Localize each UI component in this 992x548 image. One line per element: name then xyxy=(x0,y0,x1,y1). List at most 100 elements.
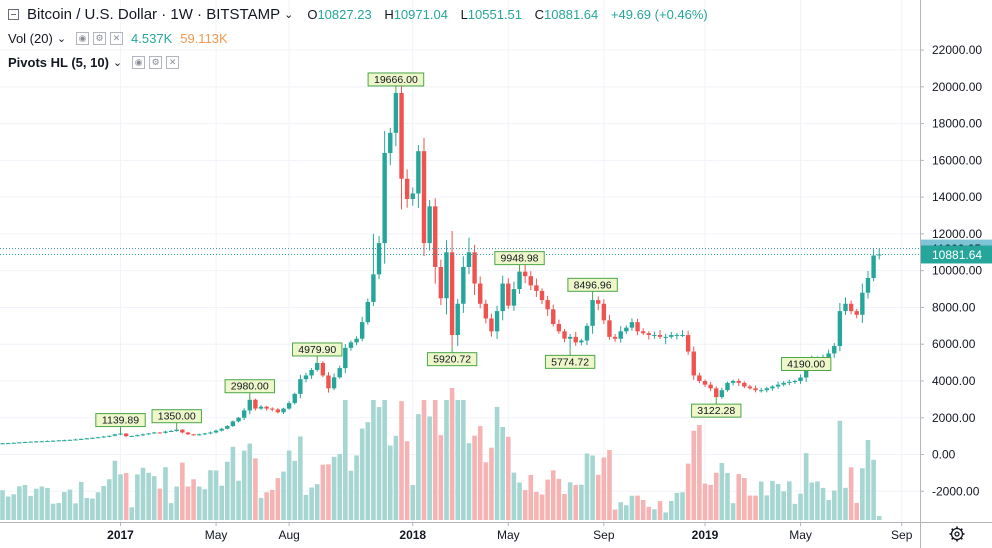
visibility-icon[interactable]: ◉ xyxy=(132,56,146,69)
volume-bar xyxy=(725,473,730,520)
chevron-down-icon[interactable]: ⌄ xyxy=(112,57,123,69)
candle xyxy=(309,368,314,379)
candle xyxy=(382,130,387,264)
volume-bar xyxy=(410,485,416,520)
candle xyxy=(34,441,39,443)
candle xyxy=(208,431,213,435)
volume-bar xyxy=(511,472,517,520)
candle xyxy=(511,281,517,311)
visibility-icon[interactable]: ◉ xyxy=(76,32,90,45)
remove-icon[interactable]: ✕ xyxy=(110,32,124,45)
volume-bar xyxy=(314,484,320,520)
candle xyxy=(865,271,871,299)
pivot-label: 5774.72 xyxy=(544,348,596,369)
volume-bar xyxy=(45,488,50,520)
volume-bar xyxy=(56,503,61,520)
volume-bar xyxy=(354,455,359,520)
candle xyxy=(388,127,393,166)
x-tick-label: Sep xyxy=(593,528,615,542)
candle xyxy=(45,440,50,442)
volume-indicator-name[interactable]: Vol (20) xyxy=(8,31,53,46)
candle xyxy=(455,298,460,346)
candle xyxy=(315,362,320,372)
candle xyxy=(101,435,106,438)
chevron-down-icon[interactable]: ⌄ xyxy=(284,9,294,21)
time-axis xyxy=(0,523,992,548)
volume-bar xyxy=(719,462,725,520)
pivot-label: 1350.00 xyxy=(151,409,202,430)
volume-bar xyxy=(106,479,112,520)
candle xyxy=(433,198,438,284)
candle xyxy=(348,340,354,351)
volume-bar xyxy=(652,509,657,520)
candle xyxy=(747,384,753,390)
candle xyxy=(95,436,101,439)
volume-bar xyxy=(5,496,11,520)
remove-icon[interactable]: ✕ xyxy=(166,56,180,69)
volume-bar xyxy=(764,495,770,520)
volume-bar xyxy=(50,503,56,520)
volume-bar xyxy=(820,487,826,520)
candle xyxy=(225,425,230,430)
collapse-icon[interactable] xyxy=(8,9,19,20)
volume-bar xyxy=(208,470,213,520)
symbol-title[interactable]: Bitcoin / U.S. Dollar · 1W · BITSTAMP xyxy=(27,6,281,23)
volume-bar xyxy=(579,484,584,520)
candle xyxy=(197,433,202,436)
candle xyxy=(180,429,185,434)
volume-bar xyxy=(624,505,629,520)
volume-bar xyxy=(230,446,236,520)
volume-bar xyxy=(269,489,275,520)
candle xyxy=(174,429,179,432)
pivot-text: 19666.00 xyxy=(374,74,418,86)
x-tick-label: Aug xyxy=(278,528,299,542)
candle xyxy=(494,305,500,339)
candle xyxy=(764,386,770,393)
candle xyxy=(725,381,730,392)
open-key: O xyxy=(307,7,318,22)
candle xyxy=(618,326,623,343)
candle xyxy=(669,331,674,339)
volume-bar xyxy=(629,495,635,520)
candle xyxy=(500,275,505,321)
volume-bar xyxy=(129,507,135,520)
volume-bar xyxy=(612,509,618,520)
candle xyxy=(792,379,798,384)
candle xyxy=(202,432,208,436)
volume-bar xyxy=(522,489,528,520)
candle xyxy=(652,331,657,339)
candle xyxy=(685,330,691,355)
candle xyxy=(303,372,309,383)
settings-icon[interactable]: ⚙ xyxy=(149,56,163,69)
chevron-down-icon[interactable]: ⌄ xyxy=(56,33,67,45)
x-tick-label: May xyxy=(789,528,812,542)
volume-bar xyxy=(854,502,860,520)
volume-bar xyxy=(848,467,854,520)
volume-bar xyxy=(73,503,78,520)
close-key: C xyxy=(534,7,545,22)
settings-icon[interactable]: ⚙ xyxy=(93,32,107,45)
candle xyxy=(848,300,854,315)
candle xyxy=(73,438,78,441)
candle xyxy=(17,442,22,444)
pivots-indicator-name[interactable]: Pivots HL (5, 10) xyxy=(8,55,109,70)
pivot-text: 1139.89 xyxy=(102,415,139,427)
pivot-label: 19666.00 xyxy=(367,72,425,93)
volume-bar xyxy=(432,400,438,520)
gear-icon[interactable] xyxy=(946,524,968,544)
candle xyxy=(787,379,792,386)
candle xyxy=(213,429,219,434)
volume-bar xyxy=(871,459,876,520)
candle xyxy=(11,442,16,444)
pivots-legend: Pivots HL (5, 10) ⌄ ◉ ⚙ ✕ xyxy=(8,55,180,70)
candle xyxy=(112,433,118,437)
volume-bar xyxy=(382,400,387,520)
y-tick-label: 20000.00 xyxy=(932,80,982,94)
candle xyxy=(444,240,449,315)
pivot-label: 8496.96 xyxy=(567,277,618,299)
y-tick-label: 22000.00 xyxy=(932,43,982,57)
volume-bar xyxy=(416,414,421,520)
volume-bar xyxy=(22,485,28,520)
pivot-labels: 1139.89 1350.00 2980.00 4979.90 19666.00 5920… xyxy=(95,72,832,434)
